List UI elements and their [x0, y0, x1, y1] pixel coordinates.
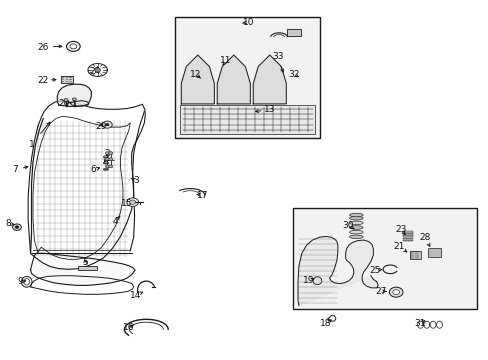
- Bar: [61, 79, 64, 80]
- Bar: [61, 76, 73, 83]
- Text: 24: 24: [89, 67, 100, 76]
- Text: 16: 16: [123, 323, 134, 332]
- Circle shape: [109, 152, 113, 155]
- Text: 2: 2: [104, 149, 110, 158]
- Text: 14: 14: [130, 291, 142, 300]
- Bar: [402, 240, 412, 242]
- Circle shape: [105, 123, 109, 126]
- Bar: [61, 77, 64, 78]
- Bar: [409, 251, 421, 259]
- Bar: [287, 29, 300, 36]
- Text: 31: 31: [414, 319, 426, 328]
- Text: 27: 27: [374, 287, 386, 296]
- Text: 30: 30: [341, 221, 353, 230]
- Bar: [402, 235, 412, 237]
- Ellipse shape: [349, 213, 363, 217]
- Polygon shape: [181, 55, 214, 104]
- Text: 13: 13: [264, 105, 275, 114]
- Text: 12: 12: [190, 70, 201, 79]
- Circle shape: [102, 121, 112, 128]
- Ellipse shape: [103, 162, 108, 164]
- Text: 20: 20: [58, 99, 69, 108]
- Bar: [175, 17, 320, 138]
- Circle shape: [109, 158, 113, 161]
- Text: 21: 21: [393, 242, 404, 251]
- Bar: [402, 238, 412, 239]
- Bar: [69, 81, 72, 82]
- Circle shape: [388, 287, 402, 297]
- Bar: [69, 77, 72, 78]
- Bar: [78, 266, 97, 270]
- Text: 32: 32: [288, 70, 299, 79]
- Bar: [292, 207, 476, 309]
- Ellipse shape: [312, 277, 321, 285]
- Ellipse shape: [349, 235, 363, 239]
- Text: 10: 10: [242, 18, 254, 27]
- Circle shape: [105, 165, 109, 168]
- Text: 19: 19: [302, 276, 314, 285]
- Bar: [69, 79, 72, 80]
- Circle shape: [95, 68, 101, 72]
- Circle shape: [126, 198, 138, 206]
- Circle shape: [105, 158, 109, 161]
- Circle shape: [392, 290, 399, 295]
- Circle shape: [64, 99, 68, 102]
- Bar: [402, 231, 412, 233]
- Polygon shape: [217, 55, 250, 104]
- Text: 1: 1: [29, 140, 34, 149]
- Text: 5: 5: [82, 258, 88, 267]
- Ellipse shape: [349, 221, 363, 225]
- Circle shape: [66, 41, 80, 51]
- Circle shape: [72, 98, 76, 101]
- Text: 4: 4: [113, 217, 118, 226]
- Polygon shape: [297, 237, 377, 306]
- Text: 33: 33: [271, 52, 283, 61]
- Circle shape: [105, 152, 109, 155]
- Bar: [180, 105, 315, 134]
- Text: 28: 28: [419, 233, 430, 242]
- Text: 9: 9: [17, 277, 23, 286]
- Polygon shape: [70, 101, 89, 106]
- Text: 3: 3: [133, 176, 139, 185]
- Bar: [65, 77, 68, 78]
- Text: 15: 15: [121, 199, 132, 208]
- Bar: [61, 81, 64, 82]
- Text: 17: 17: [197, 190, 208, 199]
- Text: 22: 22: [37, 76, 48, 85]
- Ellipse shape: [103, 156, 108, 158]
- Text: 8: 8: [6, 219, 12, 228]
- Bar: [402, 233, 412, 235]
- Ellipse shape: [349, 230, 363, 234]
- Bar: [65, 81, 68, 82]
- Text: 11: 11: [220, 56, 231, 65]
- Ellipse shape: [349, 226, 363, 229]
- Text: 26: 26: [37, 42, 48, 51]
- Ellipse shape: [103, 168, 108, 170]
- Polygon shape: [57, 84, 91, 107]
- Bar: [65, 79, 68, 80]
- Polygon shape: [30, 253, 135, 285]
- Ellipse shape: [349, 216, 363, 220]
- Text: 18: 18: [320, 319, 331, 328]
- Text: 25: 25: [368, 266, 380, 275]
- Circle shape: [129, 200, 135, 204]
- Circle shape: [109, 165, 113, 168]
- Text: 6: 6: [90, 166, 96, 175]
- Bar: [427, 248, 440, 257]
- Circle shape: [70, 44, 77, 49]
- Polygon shape: [253, 55, 286, 104]
- Circle shape: [13, 224, 21, 230]
- Text: 29: 29: [95, 122, 106, 131]
- Text: 23: 23: [395, 225, 406, 234]
- Text: 7: 7: [12, 166, 18, 175]
- Circle shape: [15, 226, 19, 229]
